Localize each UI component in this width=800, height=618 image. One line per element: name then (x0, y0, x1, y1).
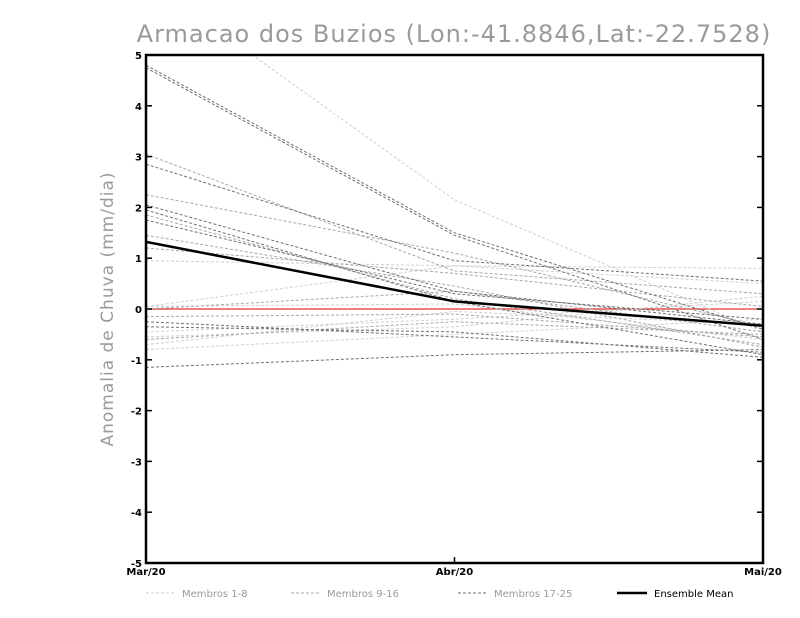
y-tick-label: 0 (135, 305, 142, 316)
member-series-line-16 (146, 214, 763, 346)
member-series-line-17 (146, 64, 763, 330)
legend-label-membros-1-8: Membros 1-8 (182, 589, 248, 600)
member-series-line-18 (146, 67, 763, 340)
chart-title: Armacao dos Buzios (Lon:-41.8846,Lat:-22… (137, 20, 772, 48)
y-tick-label: 2 (135, 203, 142, 214)
member-series-line-10 (146, 194, 763, 328)
member-series-line-9 (146, 153, 763, 295)
member-series-line-6 (146, 260, 763, 285)
member-series-line-7 (146, 300, 763, 333)
legend-label-membros-17-25: Membros 17-25 (494, 589, 572, 600)
member-series-line-14 (146, 313, 763, 338)
series-layer (146, 55, 763, 368)
member-series-line-19 (146, 163, 763, 282)
member-series-line-11 (146, 234, 763, 348)
member-series-line-5 (146, 318, 763, 351)
x-tick-label: Mai/20 (744, 567, 782, 578)
member-series-line-2 (146, 265, 763, 307)
member-series-line-8 (146, 303, 763, 340)
member-series-line-23 (146, 321, 763, 353)
y-tick-label: 4 (135, 102, 142, 113)
ensemble-mean-line (146, 240, 763, 328)
member-series-line-21 (146, 209, 763, 356)
legend: Membros 1-8 Membros 9-16 Membros 17-25 E… (146, 589, 733, 600)
x-tick-label: Abr/20 (436, 567, 473, 578)
member-series-line-20 (146, 204, 763, 325)
y-tick-label: -3 (131, 457, 142, 468)
member-series-line-22 (146, 219, 763, 320)
member-series-line-24 (146, 326, 763, 358)
member-series-line-4 (146, 310, 763, 346)
y-axis: -5 -4 -3 -2 -1 0 1 2 3 4 5 (131, 51, 763, 570)
x-axis: Mar/20 Abr/20 Mai/20 (126, 557, 782, 578)
y-tick-label: 5 (135, 51, 142, 62)
y-tick-label: -4 (131, 508, 142, 519)
x-tick-label: Mar/20 (126, 567, 165, 578)
y-tick-label: -2 (131, 407, 142, 418)
member-series-line-25 (146, 349, 763, 368)
y-tick-label: 3 (135, 153, 142, 164)
member-series-line-12 (146, 247, 763, 307)
y-tick-label: 1 (135, 254, 142, 265)
member-series-line-3 (146, 295, 763, 338)
legend-label-ensemble-mean: Ensemble Mean (654, 589, 733, 600)
legend-label-membros-9-16: Membros 9-16 (327, 589, 399, 600)
member-series-line-1 (251, 55, 763, 333)
y-axis-label: Anomalia de Chuva (mm/dia) (98, 171, 118, 446)
y-tick-label: -5 (131, 559, 142, 570)
y-tick-label: -1 (131, 356, 142, 367)
